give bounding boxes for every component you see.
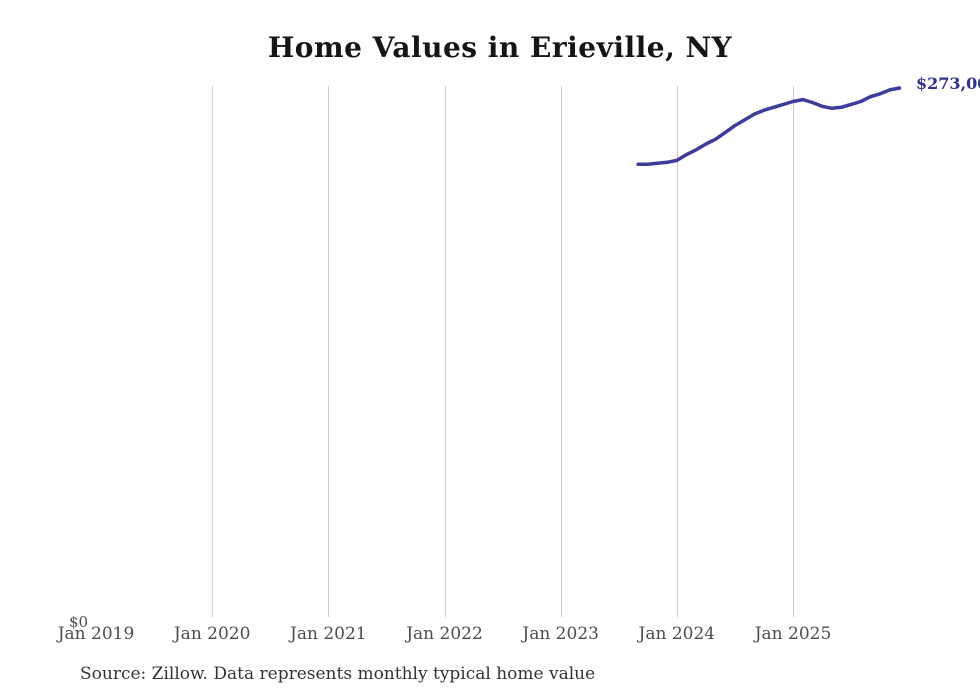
source-note: Source: Zillow. Data represents monthly … [80,664,596,684]
x-tick-label: Jan 2023 [522,624,599,644]
x-tick-label: Jan 2024 [638,624,716,644]
home-value-line-series [636,86,902,167]
x-tick-label: Jan 2019 [57,624,135,644]
chart-title: Home Values in Erieville, NY [267,31,733,64]
x-tick-label: Jan 2020 [173,624,251,644]
y-axis-zero-label: $0 [69,613,89,631]
x-tick-label: Jan 2025 [754,624,832,644]
x-tick-label: Jan 2022 [406,624,483,644]
x-tick-label: Jan 2021 [290,624,367,644]
latest-value-label: $273,000 [916,74,980,93]
